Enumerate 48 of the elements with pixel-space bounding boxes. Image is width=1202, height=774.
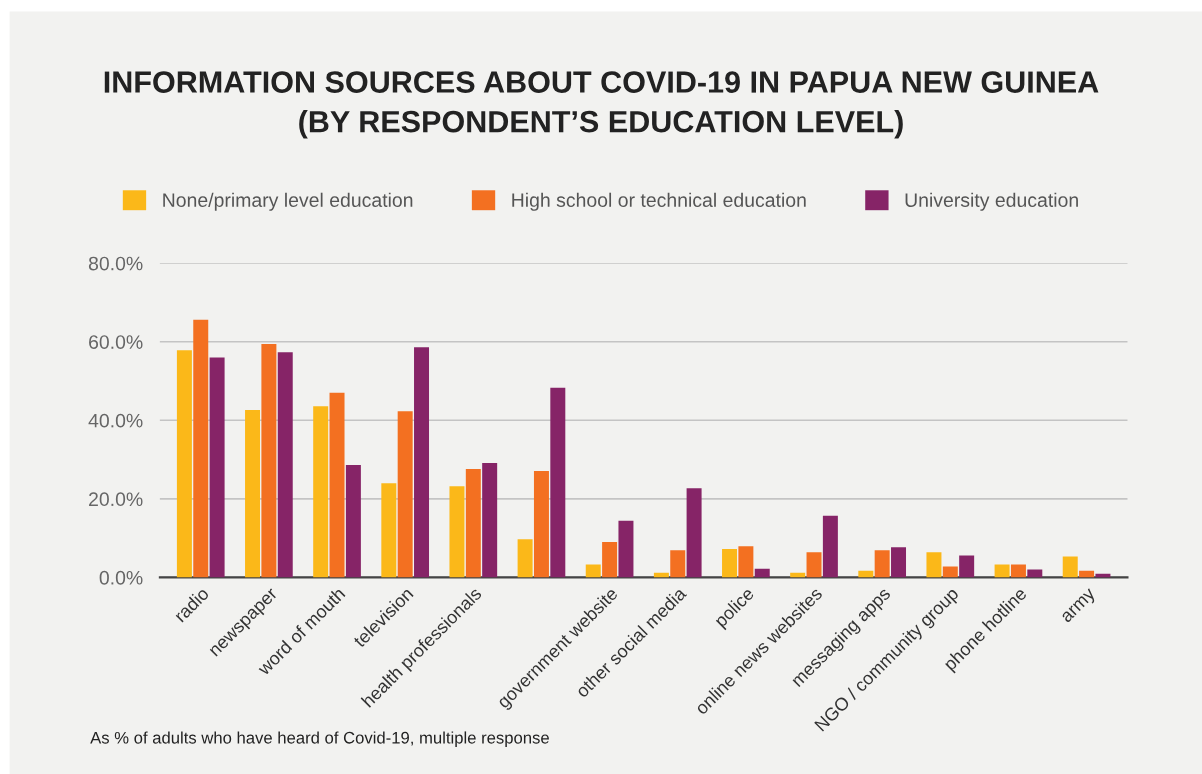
bar — [754, 568, 770, 578]
bar — [465, 468, 481, 578]
y-tick-label: 80.0% — [88, 256, 143, 271]
bar — [277, 352, 293, 578]
bar — [822, 515, 838, 578]
bar — [926, 552, 942, 578]
y-tick-label: 20.0% — [89, 492, 143, 507]
y-tick-label: 60.0% — [89, 335, 143, 349]
bar — [806, 552, 822, 578]
bar — [329, 392, 345, 578]
bar — [722, 549, 738, 578]
y-tick-label: 0.0% — [99, 570, 143, 585]
bar — [449, 486, 465, 578]
bar — [313, 406, 329, 578]
bar — [1062, 556, 1078, 578]
bar — [209, 357, 225, 578]
bar — [345, 465, 361, 578]
bar — [686, 488, 702, 578]
bar — [381, 483, 397, 578]
bar — [1010, 564, 1026, 578]
bar — [550, 387, 566, 578]
bar — [1079, 570, 1095, 578]
bar — [517, 539, 533, 578]
text: As % of adults who have heard of Covid-19, multiple response — [90, 731, 549, 747]
bar — [994, 564, 1010, 578]
bar — [891, 547, 907, 578]
bar — [858, 570, 874, 578]
bar — [874, 550, 890, 578]
bar — [602, 542, 618, 578]
bar — [618, 520, 634, 578]
bar — [585, 564, 601, 578]
bar — [176, 350, 192, 578]
bar — [482, 463, 498, 578]
y-tick-label: 40.0% — [88, 413, 143, 428]
bar — [959, 555, 975, 578]
bar — [397, 411, 413, 578]
bar — [942, 566, 958, 578]
legend-label: High school or technical education — [512, 192, 806, 211]
legend-label: None/primary level education — [163, 192, 413, 211]
bar — [193, 319, 209, 578]
bar — [738, 546, 754, 578]
legend-label: University education — [905, 192, 1078, 211]
bar — [261, 344, 277, 578]
bar — [414, 347, 430, 578]
chart-title: INFORMATION SOURCES ABOUT COVID-19 IN PAPUA NEW GUINEA (BY RESPONDENT’S EDUCATION LEVEL) — [104, 71, 1099, 139]
bar — [670, 550, 686, 578]
bar — [245, 410, 261, 578]
bar — [533, 470, 549, 578]
